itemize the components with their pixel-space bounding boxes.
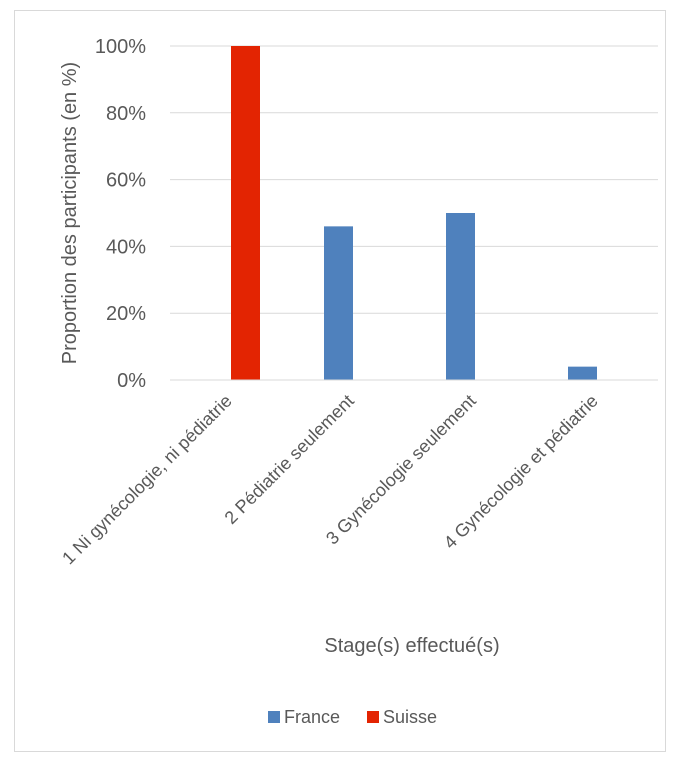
bar-france-3: [446, 213, 475, 380]
y-tick-label: 60%: [106, 170, 146, 192]
chart-frame: [14, 10, 666, 752]
y-tick-label: 80%: [106, 103, 146, 125]
legend-label-suisse: Suisse: [383, 707, 437, 727]
bar-france-2: [324, 226, 353, 380]
y-axis-ticks: 0% 20% 40% 60% 80% 100%: [95, 36, 146, 392]
bars: [231, 46, 597, 380]
legend-label-france: France: [284, 707, 340, 727]
legend-swatch-suisse: [367, 711, 379, 723]
y-tick-label: 40%: [106, 236, 146, 258]
y-tick-label: 0%: [117, 370, 146, 392]
y-axis-label: Proportion des participants (en %): [59, 62, 81, 364]
legend-swatch-france: [268, 711, 280, 723]
x-tick-label: 1 Ni gynécologie, ni pédiatrie: [58, 391, 236, 569]
bar-suisse-1: [231, 46, 260, 380]
bar-france-4: [568, 366, 597, 380]
y-tick-label: 100%: [95, 36, 146, 58]
x-tick-label: 2 Pédiatrie seulement: [221, 391, 358, 528]
y-tick-label: 20%: [106, 303, 146, 325]
legend: France Suisse: [268, 707, 437, 727]
x-axis-label: Stage(s) effectué(s): [324, 635, 499, 657]
